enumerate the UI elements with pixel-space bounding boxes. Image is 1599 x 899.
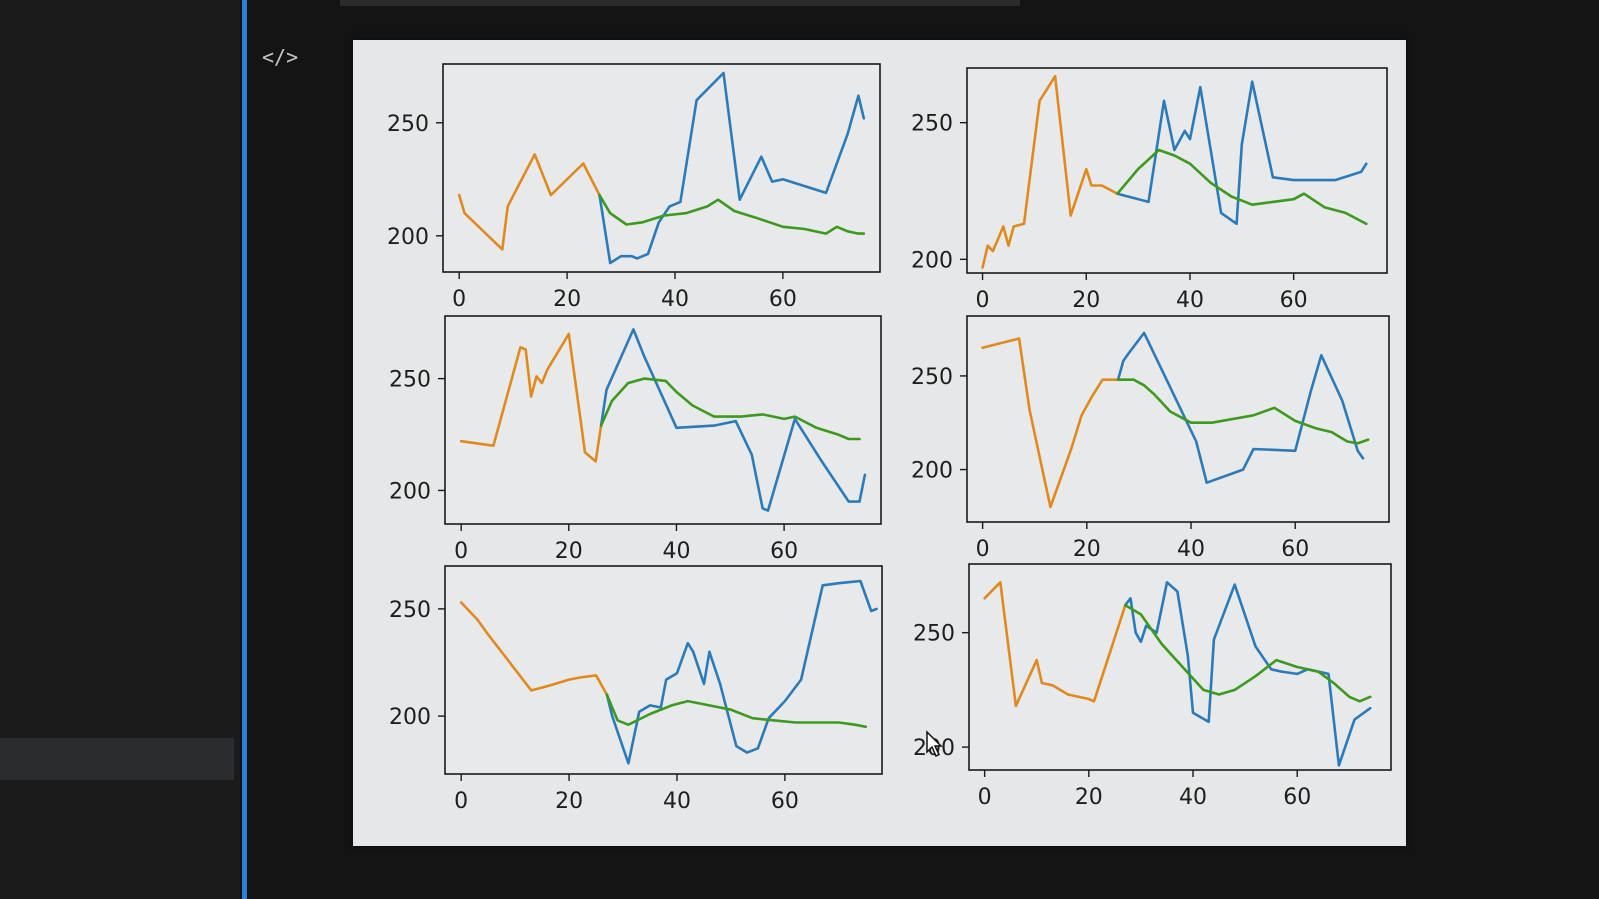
series-line-history <box>457 153 601 251</box>
x-tick-label: 40 <box>1176 288 1204 313</box>
y-tick-label: 200 <box>387 225 429 250</box>
left-panel-selected-row[interactable] <box>0 738 234 780</box>
series-line-actual <box>1116 331 1365 485</box>
series-line-actual <box>1116 80 1368 226</box>
axes-frame <box>444 315 882 525</box>
subplot-5: 0 20 40 60 200 250 <box>389 565 883 814</box>
series-line-actual <box>599 328 867 512</box>
cell-output-top-edge <box>340 0 1020 6</box>
x-tick-label: 20 <box>1075 785 1103 810</box>
subplot-3: 0 20 40 60 200 250 <box>389 315 882 564</box>
series-line-prediction <box>599 377 861 441</box>
x-tick-label: 60 <box>770 539 798 564</box>
series-line-history <box>983 580 1127 708</box>
x-tick-label: 0 <box>454 539 468 564</box>
x-tick-label: 0 <box>976 537 990 562</box>
y-tick-label: 200 <box>911 248 953 273</box>
x-tick-label: 40 <box>663 789 691 814</box>
series-line-prediction <box>1116 378 1370 445</box>
series-line-prediction <box>1116 148 1368 226</box>
x-tick-label: 40 <box>1177 537 1205 562</box>
x-tick-label: 20 <box>553 287 581 312</box>
y-tick-label: 250 <box>913 622 955 647</box>
x-tick-label: 20 <box>555 539 583 564</box>
series-line-prediction <box>1123 603 1372 703</box>
series-line-prediction <box>605 693 868 729</box>
active-cell-indicator <box>242 0 247 899</box>
left-panel <box>0 0 240 899</box>
axes-frame <box>444 565 883 775</box>
series-line-history <box>981 337 1120 509</box>
x-tick-label: 20 <box>555 789 583 814</box>
x-tick-label: 0 <box>454 789 468 814</box>
mouse-cursor-icon <box>926 730 943 758</box>
y-tick-label: 200 <box>911 459 953 484</box>
x-tick-label: 60 <box>1281 537 1309 562</box>
plot-figure: 0 20 40 60 200 250 0 20 40 60 200 250 0 20 40 60 200 250 0… <box>353 40 1406 846</box>
x-tick-label: 0 <box>978 785 992 810</box>
y-tick-label: 250 <box>389 368 431 393</box>
y-tick-label: 200 <box>389 705 431 730</box>
y-tick-label: 250 <box>911 112 953 137</box>
subplot-1: 0 20 40 60 200 250 <box>387 63 881 312</box>
x-tick-label: 60 <box>771 789 799 814</box>
x-tick-label: 40 <box>661 287 689 312</box>
series-line-actual <box>605 579 878 765</box>
series-line-prediction <box>598 193 866 235</box>
code-icon[interactable]: </> <box>262 45 299 69</box>
x-tick-label: 40 <box>662 539 690 564</box>
series-line-actual <box>598 71 866 265</box>
y-tick-label: 250 <box>387 112 429 137</box>
axes-frame <box>966 67 1388 274</box>
series-line-history <box>981 74 1119 269</box>
y-tick-label: 250 <box>389 598 431 623</box>
subplot-4: 0 20 40 60 200 250 <box>911 315 1390 562</box>
x-tick-label: 20 <box>1072 288 1100 313</box>
series-line-history <box>459 332 603 463</box>
axes-frame <box>442 63 881 273</box>
y-tick-label: 200 <box>389 479 431 504</box>
axes-frame <box>966 315 1390 523</box>
x-tick-label: 20 <box>1073 537 1101 562</box>
series-line-history <box>459 601 609 697</box>
x-tick-label: 0 <box>452 287 466 312</box>
x-tick-label: 0 <box>976 288 990 313</box>
x-tick-label: 60 <box>1280 288 1308 313</box>
subplot-2: 0 20 40 60 200 250 <box>911 67 1388 313</box>
x-tick-label: 40 <box>1179 785 1207 810</box>
y-tick-label: 250 <box>911 365 953 390</box>
x-tick-label: 60 <box>769 287 797 312</box>
x-tick-label: 60 <box>1283 785 1311 810</box>
